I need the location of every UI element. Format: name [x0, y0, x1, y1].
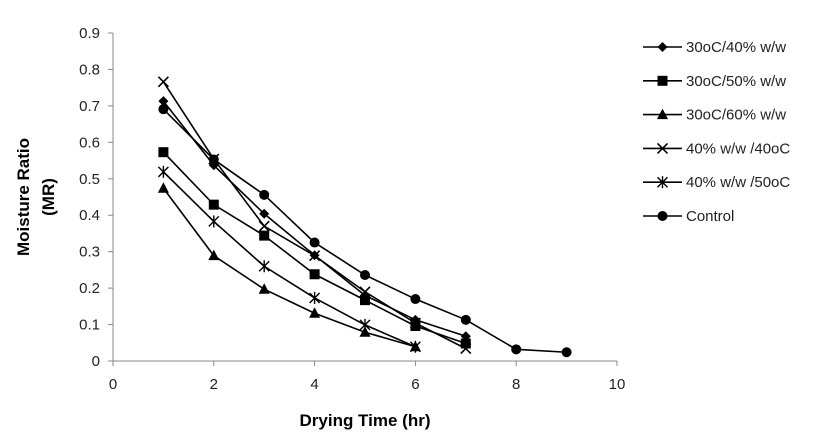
data-point — [360, 269, 370, 280]
y-tick-label: 0.8 — [79, 61, 100, 78]
data-point — [157, 165, 169, 178]
y-tick-label: 0.7 — [79, 98, 100, 115]
data-point — [309, 250, 321, 262]
y-axis-title-line-2: (MR) — [39, 178, 58, 216]
legend-item: 40% w/w /40oC — [643, 140, 790, 157]
data-point — [359, 326, 371, 337]
data-point — [309, 237, 320, 248]
data-point — [208, 199, 219, 210]
data-point — [158, 147, 169, 158]
data-point — [208, 249, 220, 261]
data-point — [258, 220, 270, 232]
legend-label: Control — [686, 208, 734, 225]
y-tick-label: 0.2 — [79, 280, 100, 297]
data-point — [561, 347, 572, 358]
legend-label: 30oC/40% w/w — [686, 39, 786, 56]
data-point — [157, 76, 169, 88]
legend-marker — [657, 176, 668, 189]
y-tick-label: 0.1 — [79, 317, 100, 334]
data-point — [309, 307, 321, 318]
x-tick-label: 2 — [210, 376, 218, 393]
data-point — [259, 189, 270, 200]
legend-item: 40% w/w /50oC — [643, 174, 790, 191]
legend-item: 30oC/40% w/w — [643, 39, 786, 56]
data-point — [360, 295, 370, 306]
data-point — [410, 321, 421, 332]
y-tick-label: 0.9 — [79, 25, 100, 42]
data-point — [460, 314, 471, 325]
data-point — [258, 260, 270, 273]
series-line — [162, 187, 416, 348]
data-point — [409, 317, 421, 329]
y-tick-label: 0.4 — [79, 207, 100, 224]
x-tick-label: 8 — [512, 376, 520, 393]
legend: 30oC/40% w/w 30oC/50% w/w 30oC/60% w/w 40% … — [643, 39, 790, 225]
legend-label: 30oC/60% w/w — [686, 107, 786, 124]
data-point — [309, 291, 321, 304]
y-tick-label: 0.5 — [79, 171, 100, 188]
data-point — [158, 104, 169, 115]
series-4 — [157, 165, 421, 353]
x-tick-label: 10 — [609, 376, 626, 393]
data-point — [511, 344, 522, 355]
legend-item: Control — [643, 208, 734, 225]
y-tick-label: 0.3 — [79, 244, 100, 261]
data-point — [359, 318, 371, 331]
legend-marker — [657, 211, 668, 221]
series-layer — [157, 76, 572, 358]
legend-marker — [657, 108, 668, 120]
legend-label: 40% w/w /40oC — [686, 140, 790, 157]
axes: 0 0.1 0.2 0.3 0.4 0.5 0.6 0.7 0.8 0.9 0 2 4 6 8 10 — [79, 25, 625, 393]
data-point — [460, 343, 472, 355]
series-line — [162, 171, 416, 348]
legend-item: 30oC/60% w/w — [643, 107, 786, 124]
series-5 — [158, 104, 572, 358]
series-1 — [158, 147, 471, 349]
y-tick-label: 0 — [92, 353, 100, 370]
data-point — [409, 340, 421, 353]
data-point — [158, 96, 169, 107]
legend-item: 30oC/50% w/w — [643, 73, 786, 90]
data-point — [309, 269, 320, 280]
legend-label: 30oC/50% w/w — [686, 73, 786, 90]
data-point — [460, 338, 471, 349]
x-tick-label: 4 — [310, 376, 318, 393]
legend-marker — [657, 75, 668, 86]
legend-marker — [657, 42, 668, 52]
series-0 — [158, 96, 471, 342]
y-axis-title-line-1: Moisture Ratio — [14, 138, 33, 256]
data-point — [258, 283, 270, 294]
y-tick-label: 0.6 — [79, 134, 100, 151]
data-point — [410, 294, 421, 305]
data-point — [259, 208, 270, 219]
x-tick-label: 6 — [411, 376, 419, 393]
data-point — [359, 286, 371, 298]
data-point — [259, 230, 270, 241]
data-point — [208, 154, 219, 165]
x-tick-label: 0 — [109, 376, 117, 393]
legend-marker — [656, 142, 669, 154]
x-axis-title: Drying Time (hr) — [300, 411, 431, 430]
data-point — [157, 182, 169, 193]
data-point — [208, 215, 220, 228]
legend-label: 40% w/w /50oC — [686, 174, 790, 191]
series-2 — [157, 182, 421, 352]
